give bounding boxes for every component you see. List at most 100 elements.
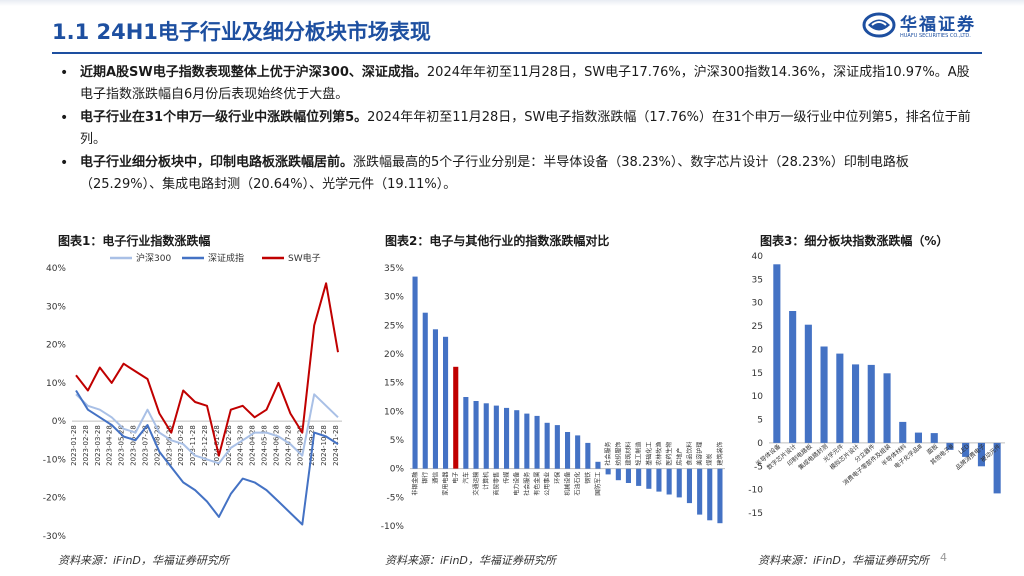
y-tick-label: -30%: [43, 532, 67, 542]
chart3-bar-chart: 4035302520151050-5-10-15半导体设备数字芯片设计印制电路板…: [748, 252, 1005, 519]
x-tick-label: 有色金属: [533, 472, 541, 496]
bar: [483, 403, 489, 469]
x-tick-label: 基础化工: [645, 442, 653, 466]
y-tick-label: -20%: [43, 494, 67, 504]
bar: [605, 468, 611, 475]
bar: [412, 276, 418, 469]
x-tick-label: 建筑材料: [624, 442, 632, 466]
x-tick-label: 2024-04-28: [249, 425, 257, 466]
x-tick-label: 计算机: [482, 472, 490, 490]
x-tick-label: 轻工制造: [635, 442, 643, 466]
x-tick-label: 国防军工: [594, 472, 602, 496]
summary-bullets: 近期A股SW电子指数表现整体上优于沪深300、深证成指。2024年年初至11月2…: [58, 62, 978, 197]
y-tick-label: -10%: [381, 522, 405, 532]
bullet-bold: 近期A股SW电子指数表现整体上优于沪深300、深证成指。: [80, 65, 427, 80]
x-tick-label: 医药生物: [665, 442, 673, 466]
chart3-title: 图表3：细分板块指数涨跌幅（%）: [760, 234, 949, 248]
bullet-item: 电子行业在31个申万一级行业中涨跌幅位列第5。2024年年初至11月28日，SW…: [58, 107, 978, 151]
x-tick-label: 农林牧渔: [655, 442, 663, 466]
y-tick-label: 25%: [384, 321, 404, 331]
x-tick-label: 机械设备: [564, 472, 572, 496]
bar: [962, 442, 970, 457]
bar: [534, 415, 540, 469]
x-tick-label: 2024-08-28: [296, 425, 304, 466]
y-tick-label: 5: [757, 416, 763, 426]
chart2-source: 资料来源：iFinD，华福证券研究所: [385, 554, 556, 567]
x-tick-label: 传媒: [503, 472, 511, 484]
x-tick-label: 食品饮料: [685, 442, 693, 466]
bar: [432, 329, 438, 469]
x-tick-label: 家用电器: [442, 472, 450, 496]
top-shadow: [0, 0, 1024, 6]
x-tick-label: 2024-05-28: [261, 425, 269, 466]
bullet-text: 2024年年初至11月28日，SW电子17.76%，沪深300指数14.36%，…: [80, 65, 970, 102]
y-tick-label: 15: [752, 369, 763, 379]
x-tick-label: 建筑装饰: [716, 442, 724, 466]
bar: [524, 413, 530, 469]
x-tick-label: 2024-10-28: [320, 425, 328, 466]
y-tick-label: 10: [752, 392, 764, 402]
bar: [930, 433, 938, 443]
bar: [820, 346, 828, 443]
y-tick-label: 0%: [390, 465, 405, 475]
bar: [625, 468, 631, 483]
chart1-source: 资料来源：iFinD，华福证券研究所: [58, 554, 229, 567]
bar: [883, 373, 891, 443]
page-title: 1.1 24H1电子行业及细分板块市场表现: [52, 20, 431, 44]
x-tick-label: 社会服务: [604, 442, 612, 466]
x-tick-label: 2023-06-28: [130, 425, 138, 466]
legend-label: 沪深300: [136, 252, 171, 264]
y-tick-label: 0%: [52, 417, 67, 427]
bullet-text: 2024年年初至11月28日，SW电子指数涨跌幅（17.76%）在31个申万一级…: [80, 110, 971, 147]
x-tick-label: 石油石化: [574, 472, 582, 496]
x-tick-label: 2024-07-28: [284, 425, 292, 466]
y-tick-label: 35%: [384, 264, 404, 274]
bar: [773, 264, 781, 443]
chart2-bar-chart: 35% 30% 25% 20% 15% 10% 5% 0% -5% -10% 非银金融 银行 通信 家用电…: [381, 264, 725, 532]
x-tick-label: 2023-11-28: [189, 425, 197, 466]
bar: [914, 432, 922, 443]
x-tick-label: 汽车: [462, 472, 470, 484]
x-tick-label: 2024-06-28: [272, 425, 280, 466]
y-tick-label: 30: [752, 299, 764, 309]
x-tick-label: 煤炭: [706, 454, 714, 466]
title-divider: [52, 52, 982, 54]
bar: [707, 468, 713, 521]
x-tick-label: 2023-02-28: [82, 425, 90, 466]
y-tick-label: -15: [748, 509, 763, 519]
y-tick-label: 10%: [384, 407, 404, 417]
y-tick-label: 0: [757, 439, 763, 449]
y-tick-label: -5%: [386, 493, 404, 503]
company-logo: 华福证券 HUAFU SECURITIES CO.,LTD.: [862, 10, 992, 46]
bar: [565, 432, 571, 469]
legend-label: SW电子: [288, 252, 321, 264]
y-tick-label: 35: [752, 275, 763, 285]
x-tick-label: 2023-04-28: [106, 425, 114, 466]
bar: [697, 468, 703, 515]
bullet-bold: 电子行业细分板块中，印制电路板涨跌幅居前。: [80, 155, 354, 170]
x-tick-label: 公用事业: [543, 472, 551, 496]
y-tick-label: 10%: [46, 379, 66, 389]
chart1-title: 图表1：电子行业指数涨跌幅: [58, 234, 211, 248]
bar: [836, 353, 844, 443]
chart3-source: 资料来源：iFinD，华福证券研究所: [758, 554, 929, 567]
x-tick-label: 2023-03-28: [94, 425, 102, 466]
bar: [575, 435, 581, 469]
y-tick-label: 30%: [384, 293, 404, 303]
x-tick-label: 社会服务: [523, 472, 531, 496]
x-tick-label: 2023-01-28: [70, 425, 78, 466]
bar: [544, 422, 550, 469]
x-tick-label: 钢铁: [584, 472, 592, 484]
x-tick-label: 通信: [431, 472, 439, 484]
bar: [422, 312, 428, 469]
bar: [977, 442, 985, 467]
x-tick-label: 2024-11-28: [332, 425, 340, 466]
y-tick-label: 20: [752, 345, 764, 355]
bar: [453, 366, 459, 469]
legend-label: 深证成指: [208, 252, 244, 264]
x-tick-label: 2023-12-28: [201, 425, 209, 466]
bar: [646, 468, 652, 489]
y-tick-label: 40%: [46, 264, 66, 274]
chart1-line-chart: 40% 30% 20% 10% 0% -10% -20% -30% 2023-01-28 2023…: [43, 252, 342, 542]
logo-english: HUAFU SECURITIES CO.,LTD.: [900, 33, 971, 39]
